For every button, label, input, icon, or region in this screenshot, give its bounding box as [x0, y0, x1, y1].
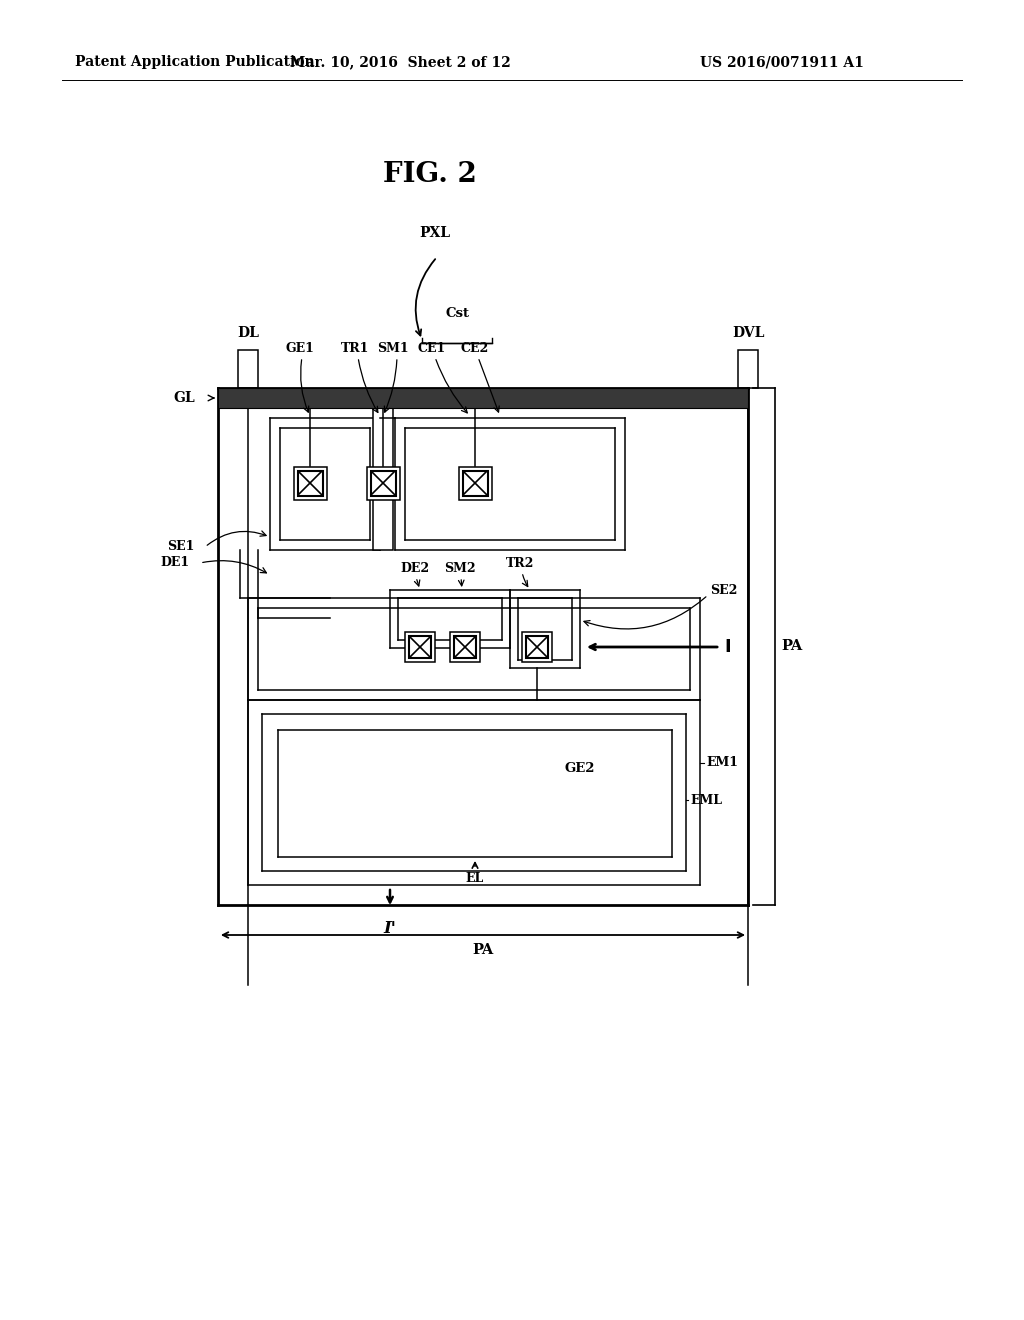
Text: Cst: Cst [445, 308, 469, 319]
Text: PXL: PXL [420, 226, 451, 240]
Bar [238, 350, 258, 388]
Bar [367, 466, 399, 499]
Bar [526, 636, 548, 657]
Text: GE2: GE2 [565, 762, 595, 775]
Bar [371, 470, 395, 495]
Text: DE1: DE1 [161, 557, 190, 569]
Bar [454, 636, 476, 657]
Text: Mar. 10, 2016  Sheet 2 of 12: Mar. 10, 2016 Sheet 2 of 12 [290, 55, 510, 69]
Bar [522, 632, 552, 663]
Text: US 2016/0071911 A1: US 2016/0071911 A1 [700, 55, 864, 69]
Text: TR1: TR1 [341, 342, 370, 355]
Text: PA: PA [781, 639, 802, 653]
Text: SM1: SM1 [377, 342, 409, 355]
Text: DL: DL [238, 326, 259, 341]
Bar [463, 470, 487, 495]
Text: TR2: TR2 [506, 557, 535, 570]
Bar [459, 466, 492, 499]
Text: SM2: SM2 [444, 562, 476, 576]
Bar [218, 388, 748, 408]
Text: SE1: SE1 [168, 540, 195, 553]
Text: DVL: DVL [732, 326, 764, 341]
Bar [409, 636, 431, 657]
Text: $\mathbf{I}$: $\mathbf{I}$ [724, 638, 731, 656]
Text: GL: GL [173, 391, 195, 405]
Text: Patent Application Publication: Patent Application Publication [75, 55, 314, 69]
Text: EM1: EM1 [706, 756, 738, 770]
Bar [373, 408, 393, 550]
Text: GE1: GE1 [286, 342, 314, 355]
Text: CE2: CE2 [461, 342, 489, 355]
Text: SE2: SE2 [710, 583, 737, 597]
Text: EML: EML [690, 793, 722, 807]
Text: CE1: CE1 [418, 342, 446, 355]
Text: EL: EL [466, 873, 484, 884]
Text: FIG. 2: FIG. 2 [383, 161, 477, 189]
Text: I': I' [384, 920, 396, 937]
Text: PA: PA [472, 942, 494, 957]
Bar [298, 470, 323, 495]
Bar [294, 466, 327, 499]
Bar [450, 632, 480, 663]
Bar [738, 350, 758, 388]
Bar [406, 632, 435, 663]
Text: DE2: DE2 [400, 562, 429, 576]
